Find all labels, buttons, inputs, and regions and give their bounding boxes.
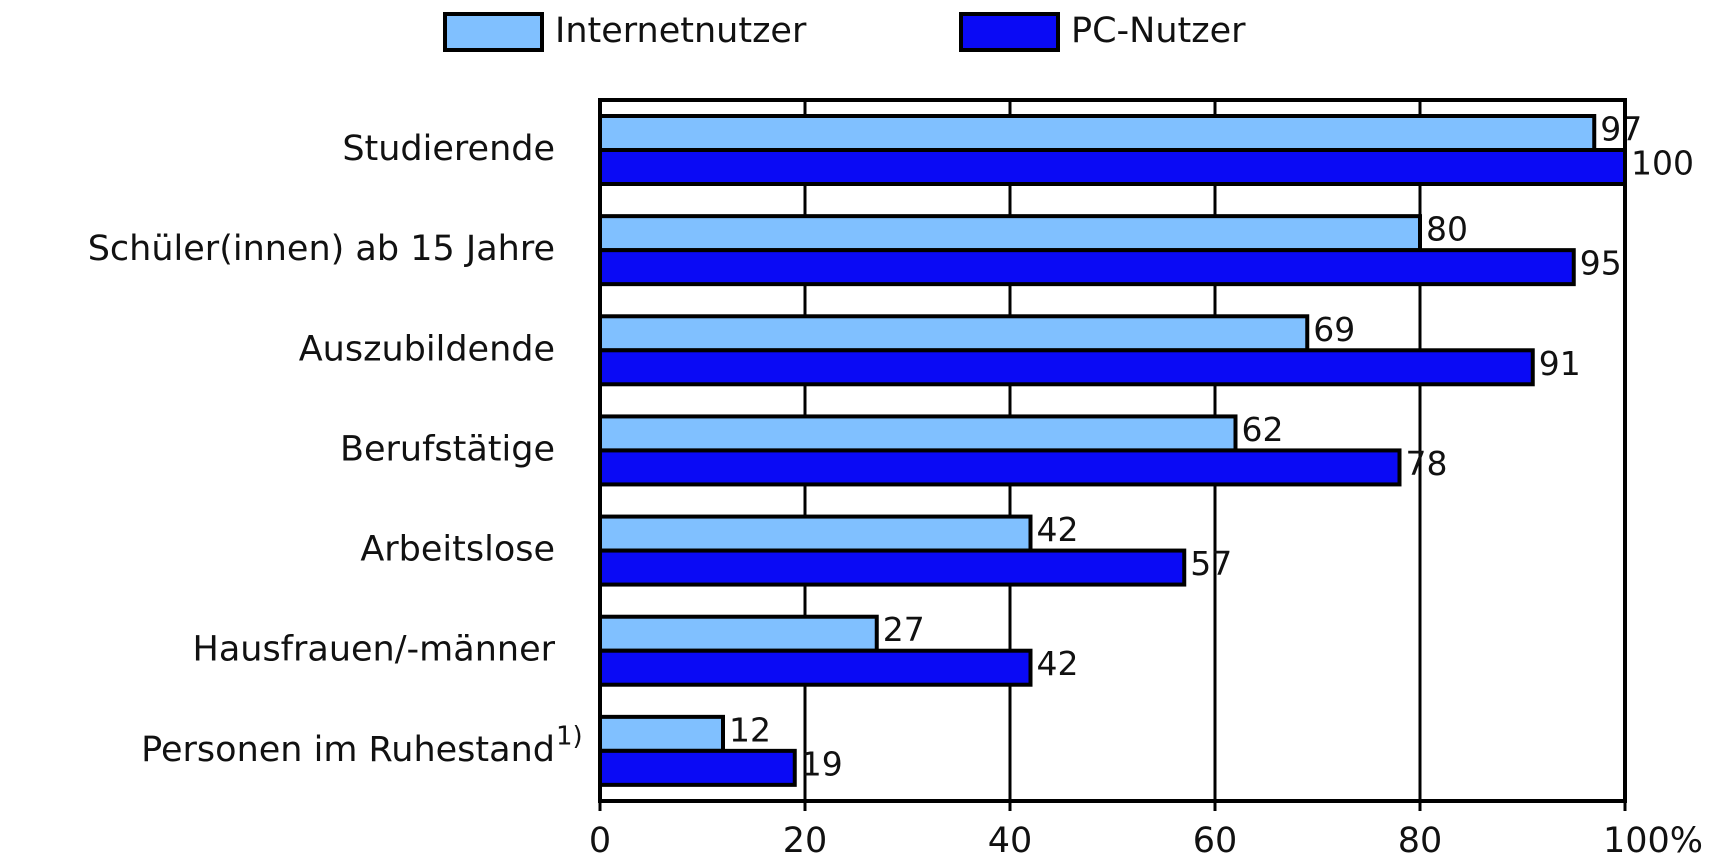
value-label: 62 <box>1242 410 1284 449</box>
legend-swatch <box>959 12 1060 52</box>
y-tick-label: Studierende <box>342 129 555 169</box>
bar <box>598 514 1033 553</box>
value-label: 19 <box>801 744 843 783</box>
value-label: 91 <box>1539 344 1581 383</box>
legend-swatch <box>443 12 544 52</box>
x-tick-label: 80 <box>1398 821 1443 861</box>
bar <box>598 448 1402 487</box>
footnote-marker: 1) <box>556 721 583 751</box>
value-label: 27 <box>883 610 925 649</box>
y-tick-label: Auszubildende <box>299 329 555 369</box>
x-tick-label: 100% <box>1603 821 1703 861</box>
bar <box>598 648 1033 687</box>
y-tick-label: Hausfrauen/-männer <box>193 630 556 670</box>
x-tick-label: 60 <box>1193 821 1238 861</box>
value-label: 95 <box>1580 244 1622 283</box>
value-label: 97 <box>1600 110 1642 149</box>
x-tick-label: 40 <box>988 821 1033 861</box>
bar <box>598 548 1187 587</box>
bar <box>598 348 1535 387</box>
y-tick-label: Personen im Ruhestand <box>141 730 555 770</box>
value-label: 12 <box>729 710 771 749</box>
value-label: 78 <box>1406 444 1448 483</box>
bar <box>598 114 1597 152</box>
y-tick-label: Schüler(innen) ab 15 Jahre <box>88 229 555 269</box>
value-label: 42 <box>1037 510 1079 549</box>
bar <box>598 748 797 787</box>
plot-frame <box>598 98 1627 803</box>
bar <box>598 214 1422 253</box>
bar <box>598 148 1627 186</box>
value-label: 80 <box>1426 210 1468 249</box>
bar <box>598 314 1310 353</box>
y-tick-label: Arbeitslose <box>360 530 555 570</box>
value-label: 57 <box>1190 544 1232 583</box>
legend-label: Internetnutzer <box>555 11 807 51</box>
value-label: 100 <box>1631 144 1694 183</box>
value-label: 42 <box>1037 644 1079 683</box>
value-label: 69 <box>1313 310 1355 349</box>
y-tick-label: Berufstätige <box>340 429 555 469</box>
x-tick-label: 0 <box>589 821 611 861</box>
legend-label: PC-Nutzer <box>1071 11 1246 51</box>
bar <box>598 614 879 653</box>
bar <box>598 414 1238 453</box>
bar <box>598 714 725 753</box>
x-tick-label: 20 <box>783 821 828 861</box>
bar <box>598 248 1576 287</box>
